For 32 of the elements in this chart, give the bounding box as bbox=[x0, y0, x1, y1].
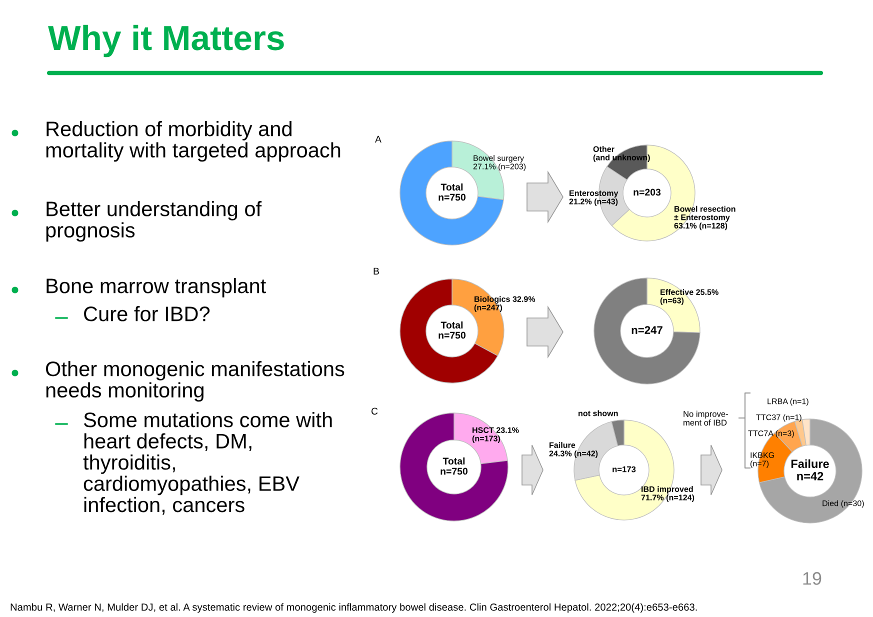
chart-title: B bbox=[374, 268, 379, 275]
slice-label: IBD improved 71.7% (n=124) bbox=[641, 486, 694, 502]
chart-title: A bbox=[375, 136, 382, 143]
text: Failure n=42 bbox=[791, 459, 829, 480]
slice-label: TTC37 (n=1) bbox=[756, 414, 802, 422]
slice-label: Bowel resection ± Enterostomy 63.1% (n=128) bbox=[674, 206, 736, 230]
text: No improve- ment of IBD bbox=[684, 410, 728, 426]
text: Bone marrow transplant bbox=[46, 278, 266, 298]
slice-label: Died (n=30) bbox=[822, 500, 864, 508]
slice-label: HSCT 23.1% (n=173) bbox=[472, 427, 519, 443]
text: Other monogenic manifestations needs monitoring bbox=[46, 361, 344, 402]
text: n=203 bbox=[634, 188, 661, 196]
text: 19 bbox=[803, 572, 822, 585]
text: n=247 bbox=[632, 326, 662, 334]
text: Cure for IBD? bbox=[84, 306, 210, 322]
text: Reduction of morbidity and mortality with targeted approach bbox=[46, 121, 340, 162]
slice-label: TTC7A (n=3) bbox=[748, 430, 794, 438]
text: Total n=750 bbox=[440, 457, 468, 475]
text: Some mutations come with heart defects, DM, thyroiditis, cardiomyopathies, EBV infection, cancers bbox=[83, 412, 332, 515]
slice-label: not shown bbox=[578, 410, 618, 416]
text: n=173 bbox=[612, 466, 636, 472]
slice-label: Failure 24.3% (n=42) bbox=[549, 442, 598, 458]
text: Why it Matters bbox=[48, 24, 284, 58]
slice-label: Bowel surgery 27.1% (n=203) bbox=[473, 155, 526, 171]
slice-label: Effective 25.5% (n=63) bbox=[660, 289, 718, 305]
chart-title: C bbox=[371, 408, 378, 415]
text: Nambu R, Warner N, Mulder DJ, et al. A systematic review of monogenic inflammatory bowel disease. Clin Gastroenterol Hepatol. 2022;20(4):e653-e663. bbox=[10, 603, 697, 613]
slice-label: Enterostomy 21.2% (n=43) bbox=[569, 190, 618, 206]
text: Better understanding of prognosis bbox=[46, 201, 262, 242]
text: Total n=750 bbox=[438, 321, 466, 339]
slice-label: LRBA (n=1) bbox=[768, 398, 808, 406]
text: Total n=750 bbox=[438, 183, 466, 201]
